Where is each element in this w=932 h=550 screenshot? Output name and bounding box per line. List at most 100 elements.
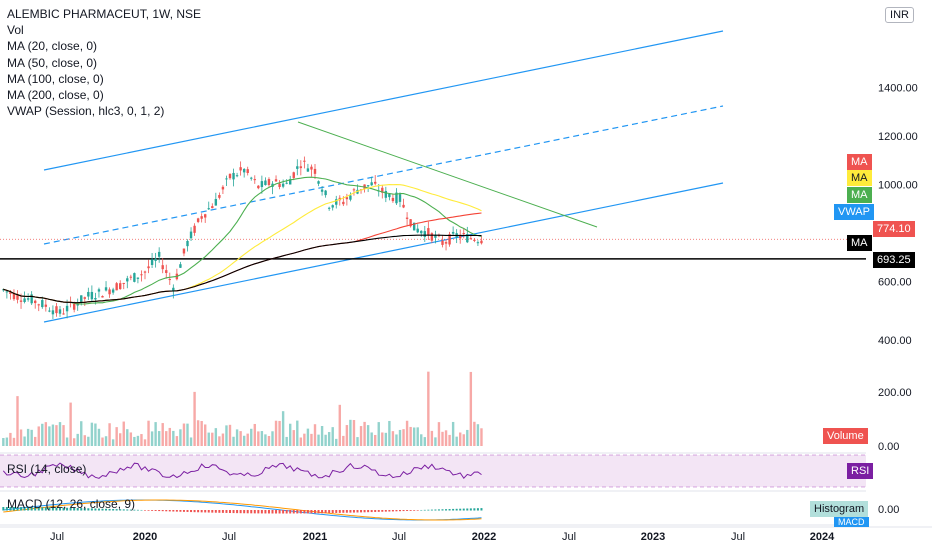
candle-body xyxy=(448,234,451,245)
candle-body xyxy=(242,169,246,173)
macd-histogram-bar xyxy=(292,510,295,514)
volume-bar xyxy=(161,423,164,446)
volume-bar xyxy=(232,436,235,446)
macd-histogram-bar xyxy=(20,507,23,511)
macd-histogram-bar xyxy=(306,510,309,514)
candle-body xyxy=(83,297,86,299)
currency-button[interactable]: INR xyxy=(885,7,914,23)
macd-histogram-bar xyxy=(473,508,476,511)
price-axis-label: 1400.00 xyxy=(878,83,918,95)
macd-histogram-bar xyxy=(193,510,196,513)
macd-tag: MACD xyxy=(834,517,869,527)
candle-body xyxy=(41,300,44,308)
volume-bar xyxy=(242,435,246,446)
candle-body xyxy=(331,205,334,208)
legend-line: MA (20, close, 0) xyxy=(7,39,98,54)
histogram-tag: Histogram xyxy=(810,501,869,517)
macd-histogram-bar xyxy=(462,508,465,511)
candle-body xyxy=(451,231,455,234)
volume-bar xyxy=(228,424,232,446)
macd-histogram-bar xyxy=(246,510,249,514)
candle-body xyxy=(34,300,37,304)
candle-body xyxy=(48,310,51,312)
volume-bar xyxy=(34,436,37,446)
candle-body xyxy=(5,291,9,293)
macd-histogram-bar xyxy=(413,510,416,511)
macd-histogram-bar xyxy=(448,509,451,511)
macd-histogram-bar xyxy=(80,508,83,511)
macd-histogram-bar xyxy=(214,510,217,513)
macd-histogram-bar xyxy=(108,508,111,511)
candle-body xyxy=(246,169,249,174)
candle-body xyxy=(97,289,101,292)
volume-bar xyxy=(218,436,221,446)
candle-body xyxy=(306,168,310,172)
volume-bar xyxy=(214,428,218,446)
macd-histogram-bar xyxy=(73,507,76,511)
macd-histogram-bar xyxy=(221,510,224,513)
volume-bar xyxy=(257,431,260,446)
macd-histogram-bar xyxy=(267,510,270,514)
volume-bar xyxy=(55,425,58,446)
macd-histogram-bar xyxy=(115,509,118,511)
macd-histogram-bar xyxy=(420,509,423,511)
volume-bar xyxy=(168,427,171,446)
macd-histogram-bar xyxy=(331,510,334,514)
macd-histogram-bar xyxy=(119,509,122,511)
macd-histogram-bar xyxy=(190,510,193,513)
candle-body xyxy=(182,248,186,254)
volume-bar xyxy=(434,437,437,446)
volume-bar xyxy=(37,426,40,446)
volume-bar xyxy=(204,424,207,446)
candle-body xyxy=(430,233,434,241)
candle-body xyxy=(143,271,147,273)
macd-histogram-bar xyxy=(388,510,391,512)
macd-histogram-bar xyxy=(101,508,104,511)
rsi-legend: RSI (14, close) xyxy=(7,462,87,476)
candle-body xyxy=(434,235,437,238)
time-axis-label: 2022 xyxy=(472,531,496,543)
candle-body xyxy=(44,304,48,307)
candle-body xyxy=(349,195,352,200)
volume-bar xyxy=(16,396,19,446)
candle-body xyxy=(23,298,26,303)
volume-bar xyxy=(97,428,101,446)
volume-axis-label: 400.00 xyxy=(878,335,912,347)
volume-bar xyxy=(87,436,90,446)
macd-histogram-bar xyxy=(41,507,44,511)
macd-histogram-bar xyxy=(133,509,136,511)
macd-histogram-bar xyxy=(260,510,263,514)
macd-histogram-bar xyxy=(34,507,37,511)
volume-axis-label: 0.00 xyxy=(878,441,899,453)
volume-bar xyxy=(140,434,143,446)
macd-histogram-bar xyxy=(76,507,79,511)
volume-bar xyxy=(327,432,331,446)
volume-bar xyxy=(94,423,97,446)
volume-bar xyxy=(80,421,83,446)
macd-histogram-bar xyxy=(158,510,161,512)
macd-histogram-bar xyxy=(299,510,302,514)
volume-bar xyxy=(398,429,402,446)
volume-bar xyxy=(292,430,295,446)
volume-bar xyxy=(104,436,108,446)
candle-body xyxy=(402,204,405,208)
volume-bar xyxy=(239,431,242,446)
volume-bar xyxy=(211,432,214,446)
macd-histogram-bar xyxy=(381,510,384,512)
volume-bar xyxy=(48,426,51,446)
macd-histogram-bar xyxy=(161,510,164,512)
candle-body xyxy=(420,230,423,234)
candle-body xyxy=(345,197,349,200)
volume-bar xyxy=(289,423,292,446)
volume-bar xyxy=(402,429,405,446)
macd-histogram-bar xyxy=(314,510,316,514)
volume-bar xyxy=(200,420,203,446)
candle-body xyxy=(274,179,278,182)
volume-bar xyxy=(23,436,26,446)
price-axis-label: 1200.00 xyxy=(878,131,918,143)
volume-bar xyxy=(246,433,249,446)
time-axis-label: 2023 xyxy=(641,531,665,543)
candle-body xyxy=(12,292,16,300)
candle-body xyxy=(381,187,384,193)
